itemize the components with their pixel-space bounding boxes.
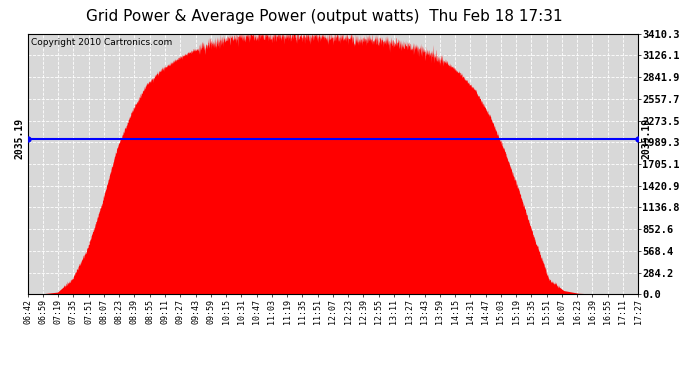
Text: Grid Power & Average Power (output watts)  Thu Feb 18 17:31: Grid Power & Average Power (output watts… bbox=[86, 9, 562, 24]
Text: Copyright 2010 Cartronics.com: Copyright 2010 Cartronics.com bbox=[30, 38, 172, 46]
Text: 2035.19: 2035.19 bbox=[14, 118, 24, 159]
Text: 2035.19: 2035.19 bbox=[642, 118, 651, 159]
